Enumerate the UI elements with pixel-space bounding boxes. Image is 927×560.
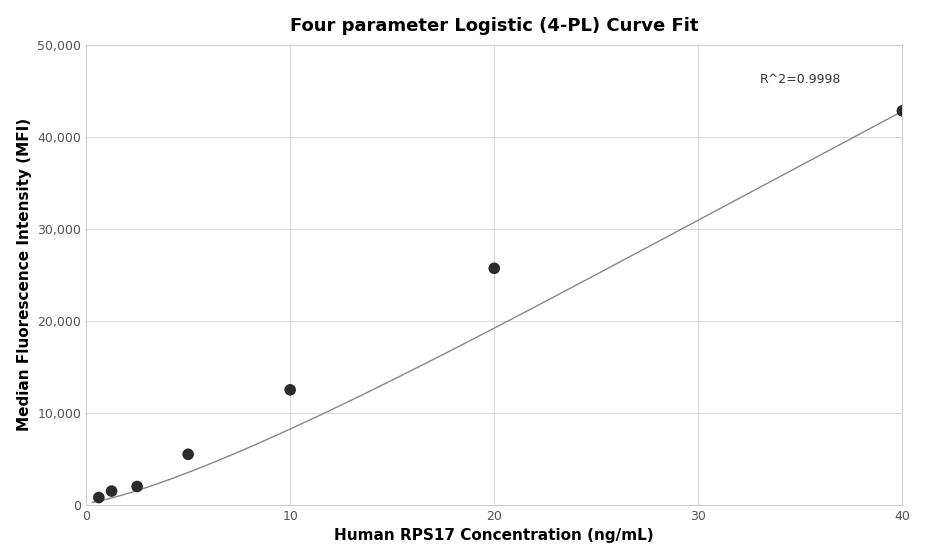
Point <box>104 487 119 496</box>
X-axis label: Human RPS17 Concentration (ng/mL): Human RPS17 Concentration (ng/mL) <box>335 528 654 543</box>
Point <box>895 106 909 115</box>
Point <box>283 385 298 394</box>
Text: R^2=0.9998: R^2=0.9998 <box>759 73 841 86</box>
Title: Four parameter Logistic (4-PL) Curve Fit: Four parameter Logistic (4-PL) Curve Fit <box>290 17 698 35</box>
Point <box>130 482 145 491</box>
Point <box>181 450 196 459</box>
Point <box>92 493 107 502</box>
Point <box>487 264 502 273</box>
Y-axis label: Median Fluorescence Intensity (MFI): Median Fluorescence Intensity (MFI) <box>17 118 32 431</box>
